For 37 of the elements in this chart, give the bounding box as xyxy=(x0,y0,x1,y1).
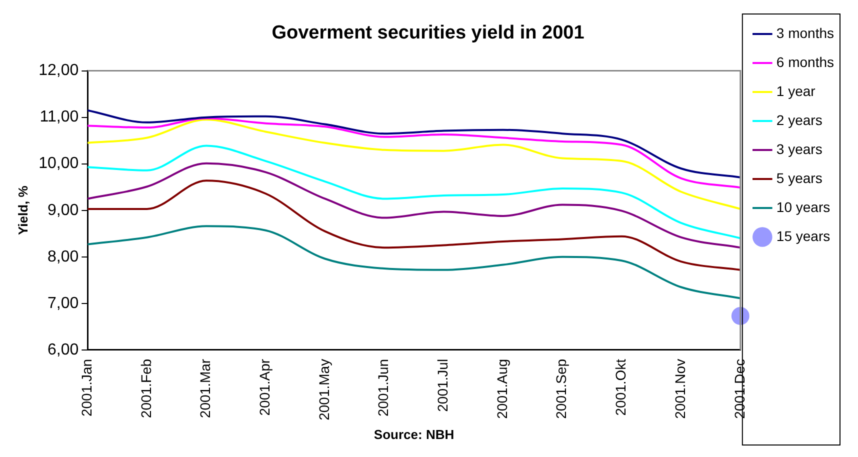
x-tick-label: 2001.May xyxy=(316,358,332,420)
legend-label: 3 months xyxy=(776,24,834,41)
line-series xyxy=(86,180,742,271)
line-series xyxy=(86,162,742,249)
y-tick-label: 12,00 xyxy=(38,62,79,80)
y-tick-label: 11,00 xyxy=(40,108,79,126)
line-series xyxy=(86,118,742,210)
source-note: Source: NBH xyxy=(374,426,454,442)
line-series xyxy=(86,117,742,189)
legend-label: 6 months xyxy=(776,54,834,70)
x-tick-label: 2001.Dec xyxy=(731,358,748,419)
x-tick-label: 2001.Aug xyxy=(494,358,510,419)
x-tick-label: 2001.Feb xyxy=(138,358,154,418)
x-tick-label: 2001.Apr xyxy=(256,358,273,416)
y-tick-label: 6,00 xyxy=(48,341,79,358)
line-series xyxy=(86,144,742,240)
legend-label: 1 year xyxy=(776,82,816,99)
legend-label: 3 years xyxy=(776,140,822,157)
y-tick-label: 10,00 xyxy=(38,155,79,172)
y-tick-label: 9,00 xyxy=(48,202,79,219)
y-tick-label: 8,00 xyxy=(48,248,79,266)
x-tick-label: 2001.Mar xyxy=(197,358,214,418)
x-tick-label: 2001.Sep xyxy=(553,358,570,419)
x-tick-label: 2001.Jul xyxy=(434,358,451,412)
x-tick-label: 2001.Jan xyxy=(78,358,94,417)
x-tick-label: 2001.Okt xyxy=(612,358,629,416)
chart-title: Goverment securities yield in 2001 xyxy=(272,22,585,44)
legend-label: 2 years xyxy=(776,112,822,128)
legend-label: 15 years xyxy=(776,228,830,244)
x-tick-label: 2001.Nov xyxy=(672,358,688,419)
x-tick-label: 2001.Jun xyxy=(375,358,392,417)
y-tick-label: 7,00 xyxy=(48,294,79,312)
line-series xyxy=(86,225,742,300)
y-axis-title: Yield, % xyxy=(15,185,30,236)
legend-label: 5 years xyxy=(776,170,822,186)
legend-label: 10 years xyxy=(776,198,830,215)
line-series xyxy=(86,109,742,178)
